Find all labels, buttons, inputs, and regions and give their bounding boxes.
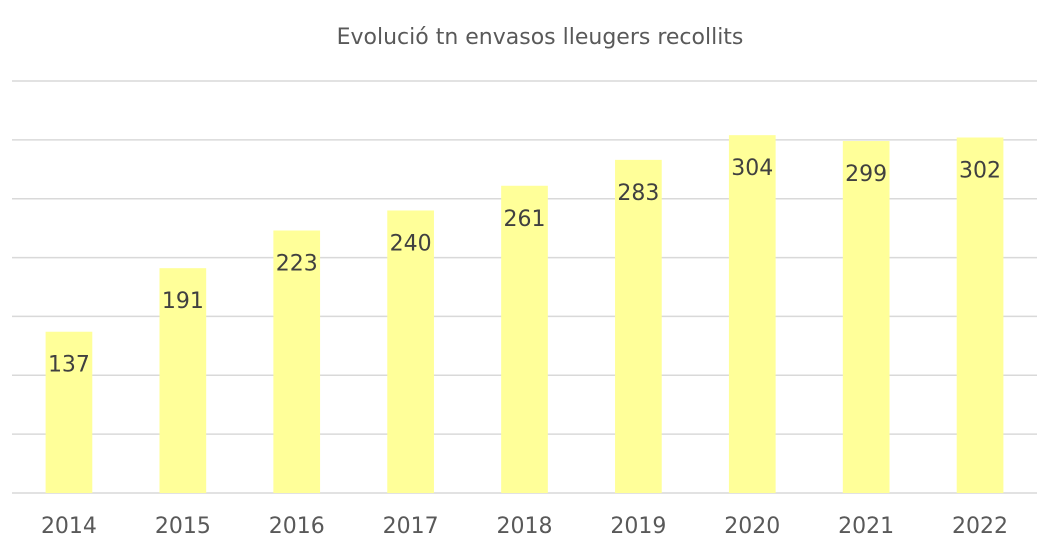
x-tick-label: 2021 (838, 514, 894, 539)
chart-title: Evolució tn envasos lleugers recollits (337, 25, 744, 50)
x-tick-label: 2020 (724, 514, 780, 539)
bar (45, 331, 93, 493)
x-tick-label: 2018 (497, 514, 553, 539)
bar (615, 159, 662, 493)
data-label: 191 (162, 289, 204, 314)
data-label: 223 (276, 251, 318, 276)
data-label: 302 (959, 159, 1001, 184)
x-tick-label: 2017 (383, 514, 439, 539)
bar (501, 185, 548, 493)
x-tick-label: 2015 (155, 514, 211, 539)
bar (842, 141, 890, 493)
x-tick-label: 2014 (41, 514, 97, 539)
data-label: 299 (845, 162, 887, 187)
bar (956, 137, 1004, 493)
x-tick-label: 2022 (952, 514, 1008, 539)
bar (387, 210, 434, 493)
data-label: 304 (731, 156, 773, 181)
data-label: 283 (617, 181, 659, 206)
data-label: 261 (504, 207, 546, 232)
x-tick-label: 2019 (610, 514, 666, 539)
x-tick-label: 2016 (269, 514, 325, 539)
data-label: 137 (48, 353, 90, 378)
bar (273, 230, 321, 494)
data-label: 240 (390, 231, 432, 256)
bar (728, 135, 776, 494)
bar (159, 268, 207, 493)
